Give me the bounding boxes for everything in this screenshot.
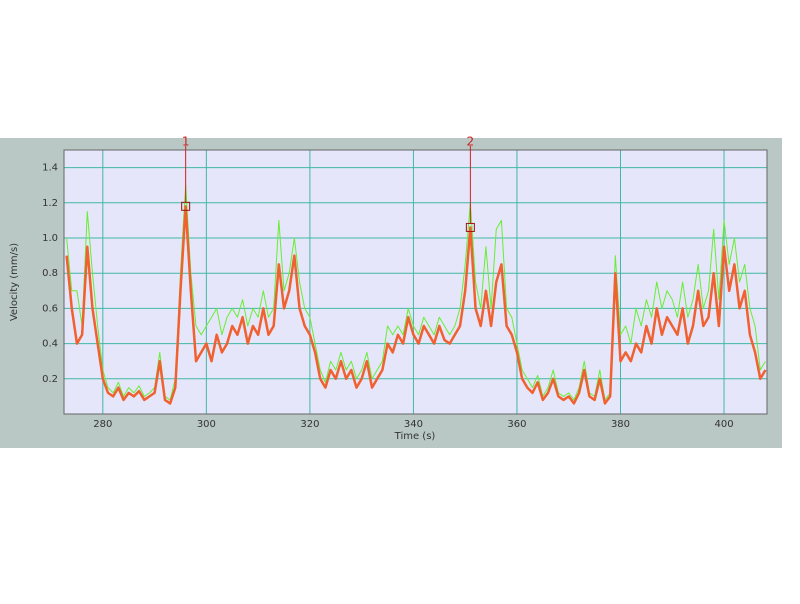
y-tick-label: 0.2 [42, 374, 58, 385]
series-line [65, 205, 767, 405]
plot-area [64, 150, 767, 414]
y-tick-label: 1.0 [42, 233, 58, 244]
x-tick-label: 380 [611, 419, 630, 430]
y-tick-label: 0.4 [42, 339, 58, 350]
y-axis-label: Velocity (mm/s) [9, 243, 20, 321]
x-tick-label: 280 [93, 419, 112, 430]
x-tick-label: 340 [404, 419, 423, 430]
marker-label: 1 [182, 135, 190, 149]
x-tick-label: 300 [197, 419, 216, 430]
y-tick-label: 0.6 [42, 303, 58, 314]
y-tick-label: 1.4 [42, 163, 58, 174]
x-tick-label: 320 [300, 419, 319, 430]
y-tick-label: 1.2 [42, 198, 58, 209]
plot-border [63, 149, 768, 415]
marker-label: 2 [467, 135, 475, 149]
marker-box [465, 222, 475, 232]
y-tick-label: 0.8 [42, 268, 58, 279]
x-axis-label: Time (s) [394, 431, 436, 442]
x-tick-label: 400 [714, 419, 733, 430]
x-tick-label: 360 [507, 419, 526, 430]
marker-box [181, 201, 191, 211]
